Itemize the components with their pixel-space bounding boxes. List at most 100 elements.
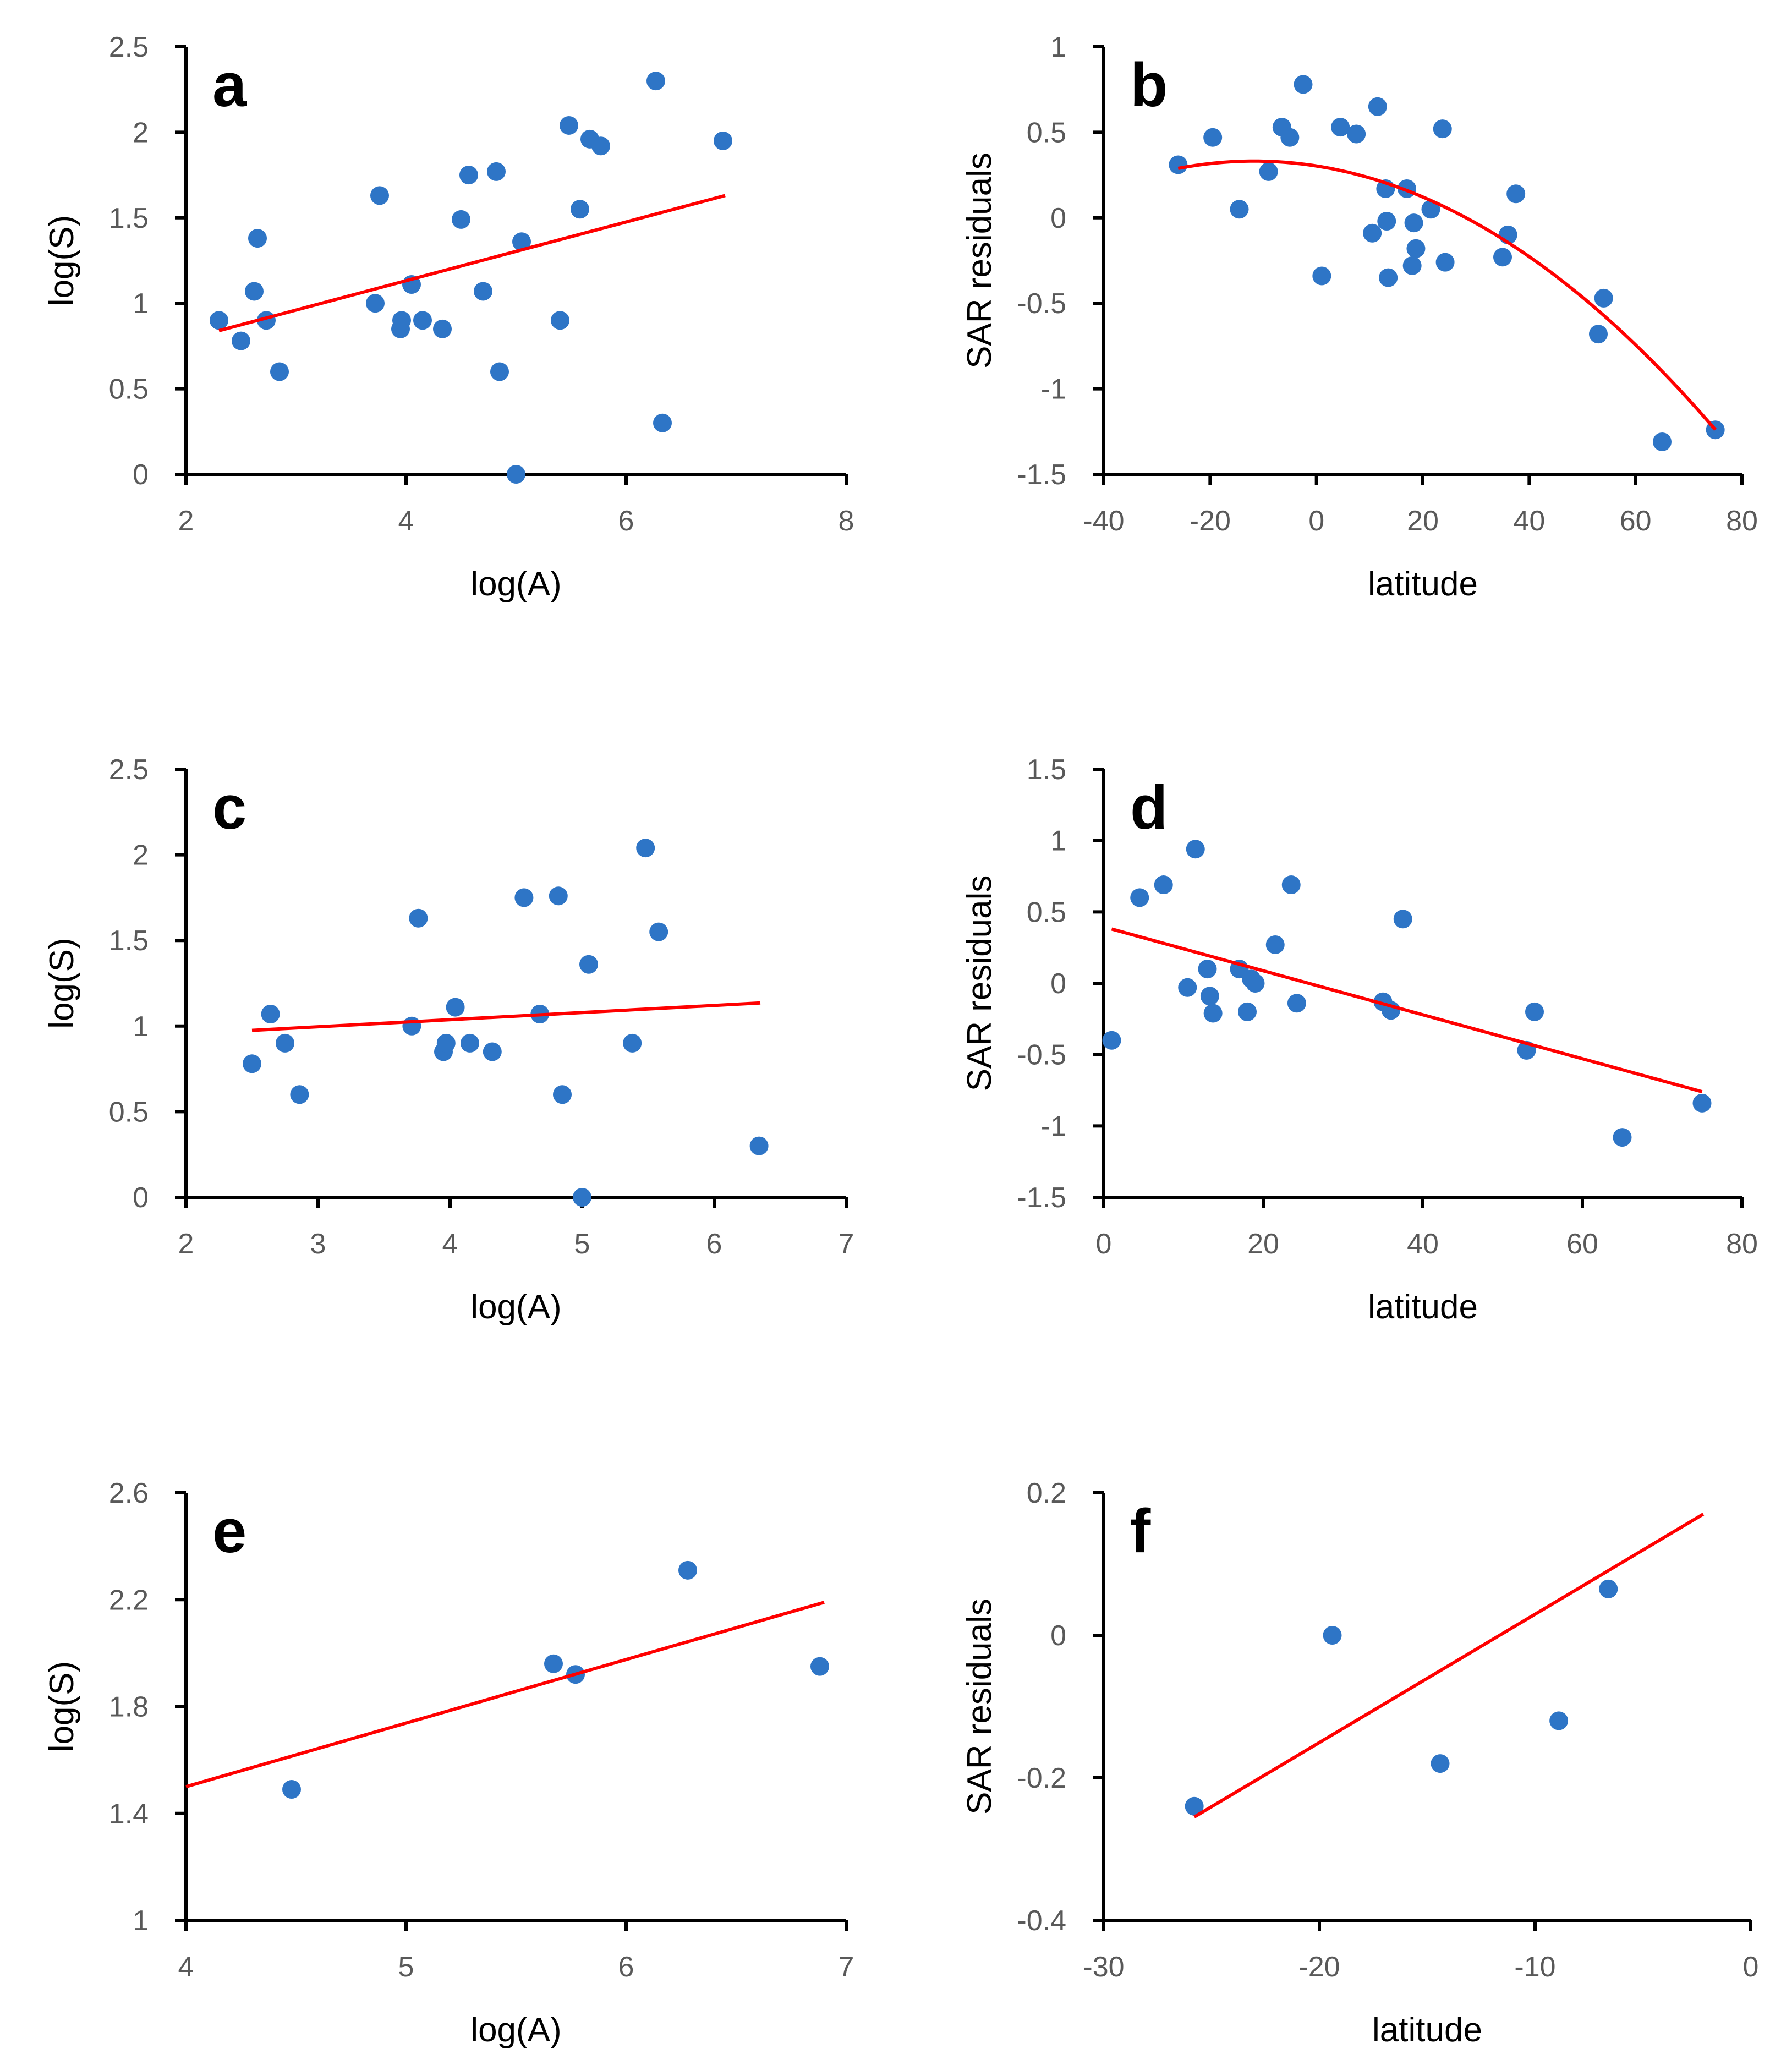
- x-axis-label: latitude: [1368, 565, 1478, 603]
- y-tick-label: 2.6: [109, 1477, 149, 1509]
- data-point: [1435, 253, 1455, 272]
- y-tick-label: 1: [1050, 825, 1066, 857]
- panel-label: c: [212, 773, 246, 842]
- data-point: [1363, 223, 1382, 243]
- data-point: [571, 200, 589, 219]
- y-axis-label: SAR residuals: [961, 1598, 999, 1815]
- data-point: [1431, 1754, 1450, 1773]
- y-tick-label: 2: [133, 117, 149, 149]
- data-point: [1404, 213, 1423, 233]
- data-point: [1493, 248, 1512, 267]
- x-axis-label: log(A): [470, 565, 561, 603]
- y-tick-label: 2.5: [109, 31, 149, 63]
- data-point: [579, 955, 598, 974]
- data-point: [560, 116, 578, 135]
- data-point: [1406, 239, 1426, 258]
- data-point: [261, 1005, 280, 1024]
- data-point: [1246, 974, 1265, 993]
- y-axis-label: log(S): [43, 938, 81, 1028]
- data-point: [1402, 256, 1422, 275]
- data-point: [1589, 325, 1608, 344]
- x-tick-label: -20: [1190, 505, 1231, 537]
- data-point: [749, 1136, 769, 1155]
- y-tick-label: 0: [1050, 202, 1066, 234]
- y-tick-label: 2: [133, 840, 149, 872]
- data-point: [276, 1033, 294, 1053]
- x-tick-label: 6: [706, 1228, 722, 1260]
- data-point: [474, 282, 492, 301]
- x-tick-label: 2: [178, 1228, 194, 1260]
- y-tick-label: 1.5: [1027, 754, 1066, 786]
- y-tick-label: 1.5: [109, 925, 149, 957]
- data-point: [459, 166, 478, 185]
- data-point: [1653, 432, 1672, 451]
- x-tick-label: 7: [839, 1228, 854, 1260]
- y-tick-label: -1.5: [1017, 459, 1066, 491]
- y-tick-label: 1: [133, 1905, 149, 1937]
- x-tick-label: 4: [178, 1951, 194, 1983]
- data-point: [1549, 1711, 1569, 1730]
- x-tick-label: 0: [1096, 1228, 1112, 1260]
- data-point: [1599, 1579, 1618, 1598]
- data-point: [1433, 119, 1452, 139]
- x-tick-label: 40: [1513, 505, 1545, 537]
- data-point: [392, 311, 411, 330]
- panel-label: d: [1130, 773, 1168, 842]
- fit-line: [251, 1001, 761, 1032]
- y-tick-label: 0.5: [1027, 896, 1066, 928]
- data-point: [409, 908, 428, 928]
- data-point: [433, 319, 452, 338]
- fit-line: [185, 1601, 825, 1789]
- panel-e: 1 1.4 1.8 2.2 2.6 4 5 6 7 log(A) log(S) e: [43, 1477, 854, 2049]
- fit-line: [218, 194, 726, 332]
- y-tick-label: 0: [1050, 968, 1066, 1000]
- y-tick-label: -0.5: [1017, 1039, 1066, 1071]
- panel-d: -1.5 -1 -0.5 0 0.5 1 1.5 0 20 40 60 80 latitude SAR r…: [961, 754, 1758, 1326]
- y-tick-label: 2.5: [109, 754, 149, 786]
- data-point: [1178, 978, 1197, 997]
- fit-line: [1111, 927, 1703, 1093]
- fit-curve: [1177, 159, 1717, 431]
- data-point: [573, 1188, 591, 1207]
- y-tick-label: -0.5: [1017, 288, 1066, 320]
- x-tick-label: 6: [618, 505, 634, 537]
- data-point: [413, 311, 432, 330]
- data-point: [1259, 162, 1278, 181]
- panel-label: f: [1130, 1497, 1151, 1565]
- data-point: [210, 311, 228, 330]
- data-point: [270, 362, 289, 381]
- data-point: [243, 1054, 261, 1073]
- data-point: [1203, 1004, 1223, 1023]
- data-point: [1169, 155, 1188, 174]
- data-point: [678, 1560, 697, 1580]
- y-axis-label: log(S): [43, 1661, 81, 1752]
- y-tick-label: 1: [133, 288, 149, 320]
- x-tick-label: -30: [1083, 1951, 1124, 1983]
- x-axis-label: latitude: [1368, 1288, 1478, 1326]
- data-point: [646, 72, 665, 91]
- data-point: [1154, 875, 1173, 895]
- data-point: [623, 1033, 642, 1053]
- data-point: [436, 1033, 456, 1053]
- data-point: [461, 1033, 479, 1053]
- panel-f: -0.4 -0.2 0 0.2 -30 -20 -10 0 latitude SAR residu…: [961, 1477, 1758, 2049]
- data-point: [1186, 840, 1205, 859]
- data-point: [544, 1654, 563, 1673]
- data-point: [1594, 288, 1613, 308]
- data-point: [1506, 184, 1526, 204]
- x-tick-label: 80: [1726, 505, 1758, 537]
- data-point: [370, 186, 389, 205]
- x-tick-label: 2: [178, 505, 194, 537]
- data-point: [245, 282, 264, 301]
- y-tick-label: -1: [1041, 1110, 1066, 1142]
- data-point: [446, 998, 465, 1017]
- data-point: [1230, 200, 1249, 219]
- x-tick-label: 80: [1726, 1228, 1758, 1260]
- data-point: [512, 232, 531, 251]
- x-tick-label: 5: [574, 1228, 590, 1260]
- data-point: [232, 331, 250, 350]
- x-tick-label: 60: [1620, 505, 1652, 537]
- y-tick-label: 0: [133, 459, 149, 491]
- y-tick-label: -1: [1041, 374, 1066, 406]
- x-axis-label: latitude: [1372, 2011, 1482, 2049]
